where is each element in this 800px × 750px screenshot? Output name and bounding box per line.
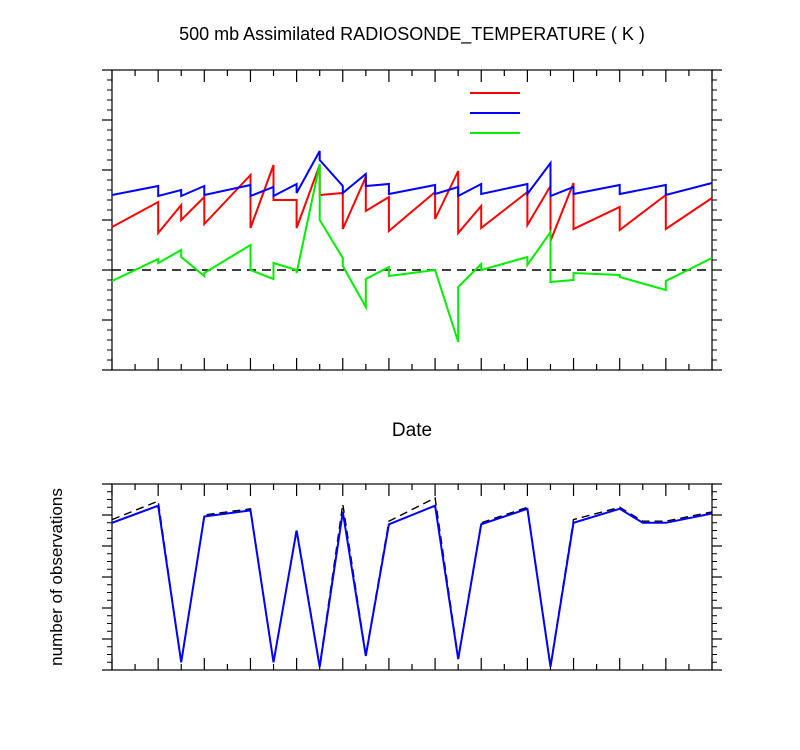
bottom-y-axis-label: number of observations <box>47 488 66 666</box>
observations-assimilated-line <box>111 504 713 668</box>
top-x-axis-label: Date <box>392 420 432 441</box>
plot-frame <box>111 483 713 671</box>
bottom-panel <box>102 483 722 671</box>
sprd-line <box>111 150 713 198</box>
rmse-line <box>111 164 713 242</box>
bias-line <box>111 163 713 343</box>
observations-total-line <box>111 496 713 666</box>
plot-frame <box>111 69 713 371</box>
chart-title: 500 mb Assimilated RADIOSONDE_TEMPERATUR… <box>179 24 645 45</box>
top-panel <box>102 69 722 371</box>
legend <box>470 92 520 134</box>
